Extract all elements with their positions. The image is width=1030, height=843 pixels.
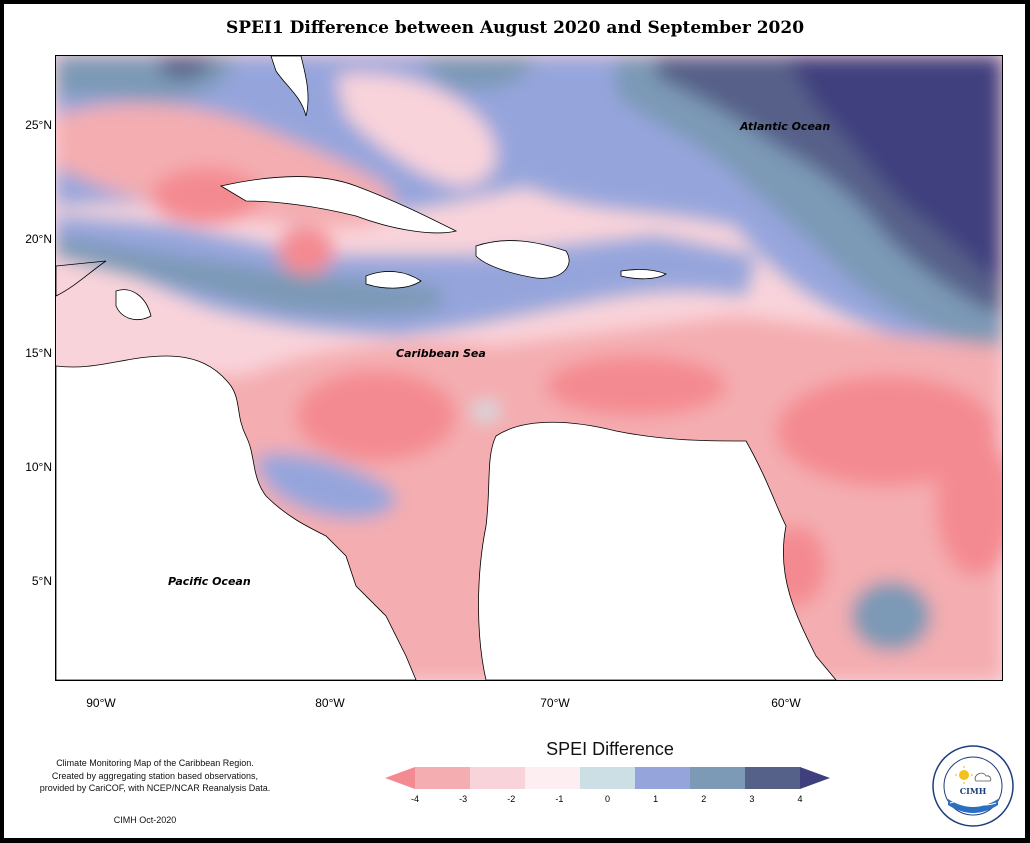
lat-label-20n: 20°N bbox=[25, 232, 52, 246]
legend-swatch bbox=[415, 767, 471, 789]
lat-label-5n: 5°N bbox=[31, 574, 52, 588]
credits-line: provided by CariCOF, with NCEP/NCAR Rean… bbox=[39, 783, 271, 793]
lon-label-80w: 80°W bbox=[315, 696, 345, 710]
lon-label-90w: 90°W bbox=[86, 696, 116, 710]
legend-swatch-max bbox=[800, 767, 830, 789]
pacific-ocean-label: Pacific Ocean bbox=[168, 575, 251, 588]
lat-label-25n: 25°N bbox=[25, 118, 52, 132]
legend-swatch bbox=[635, 767, 691, 789]
legend-tick-label: 0 bbox=[604, 794, 610, 804]
atlantic-ocean-label: Atlantic Ocean bbox=[740, 120, 831, 133]
lon-label-60w: 60°W bbox=[771, 696, 801, 710]
legend-title: SPEI Difference bbox=[546, 739, 674, 759]
map-title: SPEI1 Difference between August 2020 and… bbox=[225, 18, 805, 38]
legend-swatch bbox=[745, 767, 801, 789]
logo-acronym: CIMH bbox=[960, 786, 987, 796]
credits-line: Created by aggregating station based obs… bbox=[51, 770, 259, 781]
legend-swatch bbox=[580, 767, 636, 789]
lat-label-15n: 15°N bbox=[25, 346, 52, 360]
legend-swatch bbox=[525, 767, 581, 789]
legend-tick-label: 1 bbox=[653, 794, 659, 804]
legend-tick-label: -1 bbox=[555, 794, 564, 804]
lon-label-70w: 70°W bbox=[540, 696, 570, 710]
legend-swatch bbox=[470, 767, 526, 789]
legend-tick-label: -3 bbox=[459, 794, 468, 804]
legend-tick-label: 3 bbox=[749, 794, 755, 804]
credits-text: Climate Monitoring Map of the Caribbean … bbox=[20, 757, 290, 795]
legend-tick-label: -4 bbox=[410, 794, 419, 804]
credits-date: CIMH Oct-2020 bbox=[113, 815, 177, 825]
map-area bbox=[55, 55, 1003, 681]
legend-colorbar bbox=[385, 767, 830, 789]
land-masks bbox=[56, 56, 837, 680]
cimh-logo: CIMH bbox=[932, 745, 1014, 827]
legend-tick-label: -2 bbox=[507, 794, 516, 804]
legend-tick-label: 4 bbox=[797, 794, 803, 804]
legend-swatch bbox=[690, 767, 746, 789]
lat-label-10n: 10°N bbox=[25, 460, 52, 474]
caribbean-sea-label: Caribbean Sea bbox=[396, 347, 486, 360]
legend-tick-label: 2 bbox=[701, 794, 707, 804]
legend-swatch-min bbox=[385, 767, 415, 789]
spei-map bbox=[56, 56, 1002, 680]
credits-line: Climate Monitoring Map of the Caribbean … bbox=[56, 758, 254, 768]
